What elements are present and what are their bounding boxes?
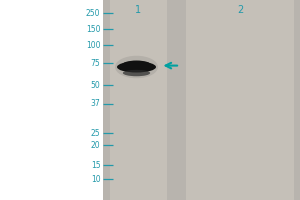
Text: 10: 10 <box>91 174 100 184</box>
Bar <box>103 0 300 200</box>
Text: 2: 2 <box>237 5 243 15</box>
Text: 1: 1 <box>135 5 141 15</box>
Bar <box>110 0 166 200</box>
Text: 25: 25 <box>91 129 100 138</box>
Text: 75: 75 <box>91 58 100 68</box>
Ellipse shape <box>122 60 151 70</box>
Text: 50: 50 <box>91 81 100 90</box>
Text: 100: 100 <box>86 40 100 49</box>
Text: 20: 20 <box>91 140 100 149</box>
Text: 250: 250 <box>86 8 100 18</box>
Text: 37: 37 <box>91 99 100 108</box>
Ellipse shape <box>115 56 158 78</box>
Text: 15: 15 <box>91 160 100 170</box>
Ellipse shape <box>117 62 156 72</box>
Text: 150: 150 <box>86 24 100 33</box>
Ellipse shape <box>123 70 150 76</box>
Bar <box>186 0 294 200</box>
